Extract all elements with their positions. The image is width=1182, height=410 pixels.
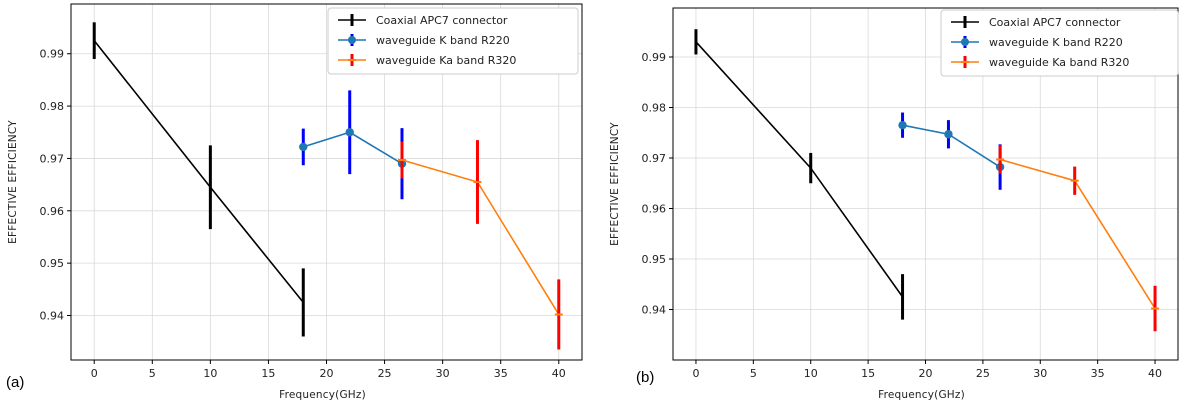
x-tick-label: 20 — [919, 367, 933, 380]
series-3 — [397, 140, 563, 350]
series-line — [303, 131, 403, 165]
y-tick-label: 0.97 — [642, 152, 667, 165]
legend-label: waveguide Ka band R320 — [376, 54, 516, 67]
series-1 — [92, 22, 305, 337]
x-tick-label: 30 — [1033, 367, 1047, 380]
x-tick-label: 40 — [1148, 367, 1162, 380]
legend-marker — [961, 38, 969, 46]
x-tick-label: 15 — [861, 367, 875, 380]
x-tick-label: 15 — [261, 367, 275, 380]
data-point — [898, 120, 907, 130]
legend-item: waveguide Ka band R320 — [951, 56, 1129, 69]
series-3 — [996, 145, 1160, 332]
y-tick-label: 0.96 — [40, 205, 65, 218]
y-tick-label: 0.95 — [40, 257, 65, 270]
chart-a: 0 5 10 15 20 25 30 35 40 0.94 0.95 0.96 0.97 0.98 0.99… — [6, 3, 583, 401]
data-point — [345, 128, 354, 137]
series-1 — [694, 29, 905, 320]
legend-item: waveguide K band R220 — [338, 34, 510, 47]
legend-label: waveguide Ka band R320 — [989, 56, 1129, 69]
x-tick-label: 35 — [1091, 367, 1105, 380]
legend: Coaxial APC7 connector waveguide K band R… — [940, 9, 1179, 77]
data-point — [944, 130, 953, 139]
series-2 — [898, 112, 1005, 190]
legend-item: Coaxial APC7 connector — [338, 14, 508, 27]
legend-box — [327, 7, 579, 75]
x-tick-label: 5 — [149, 367, 156, 380]
chart-b: 0 5 10 15 20 25 30 35 40 0.94 0.95 0.96 0.97 0.98 0.99… — [609, 7, 1179, 401]
y-tick-label: 0.97 — [40, 152, 65, 165]
legend-label: waveguide K band R220 — [376, 34, 510, 47]
series-2 — [299, 90, 407, 200]
legend-item: waveguide K band R220 — [951, 36, 1123, 49]
x-tick-label: 30 — [436, 367, 450, 380]
x-tick-label: 40 — [552, 367, 566, 380]
x-tick-label: 25 — [378, 367, 392, 380]
series-line — [999, 158, 1156, 309]
x-tick-label: 25 — [976, 367, 990, 380]
legend: Coaxial APC7 connector waveguide K band R… — [327, 7, 579, 75]
panel-label: (a) — [6, 374, 24, 391]
x-tick-label: 5 — [750, 367, 757, 380]
y-axis-title: EFFECTIVE EFFICIENCY — [7, 120, 19, 244]
legend-box — [940, 9, 1179, 77]
x-tick-label: 20 — [320, 367, 334, 380]
legend-label: waveguide K band R220 — [989, 36, 1123, 49]
y-axis-title: EFFECTIVE EFFICIENCY — [609, 122, 621, 246]
x-tick-label: 35 — [494, 367, 508, 380]
y-tick-label: 0.96 — [642, 202, 667, 215]
legend-item: Coaxial APC7 connector — [951, 16, 1121, 29]
x-tick-label: 0 — [692, 367, 699, 380]
series-line — [401, 159, 560, 315]
legend-item: waveguide Ka band R320 — [338, 54, 516, 67]
y-tick-label: 0.99 — [642, 51, 667, 64]
y-tick-label: 0.95 — [642, 253, 667, 266]
y-tick-label: 0.99 — [40, 48, 65, 61]
x-tick-label: 0 — [91, 367, 98, 380]
grid — [673, 8, 1178, 360]
x-tick-label: 10 — [804, 367, 818, 380]
panel-label: (b) — [636, 369, 654, 386]
legend-marker — [348, 36, 356, 44]
x-axis-title: Frequency(GHz) — [279, 389, 366, 401]
legend-label: Coaxial APC7 connector — [989, 16, 1121, 29]
y-tick-label: 0.98 — [642, 101, 667, 114]
x-axis-title: Frequency(GHz) — [878, 389, 965, 401]
y-tick-label: 0.94 — [642, 303, 667, 316]
data-point — [299, 142, 308, 152]
y-tick-label: 0.94 — [40, 310, 65, 323]
x-tick-label: 10 — [203, 367, 217, 380]
legend-label: Coaxial APC7 connector — [376, 14, 508, 27]
y-tick-label: 0.98 — [40, 100, 65, 113]
